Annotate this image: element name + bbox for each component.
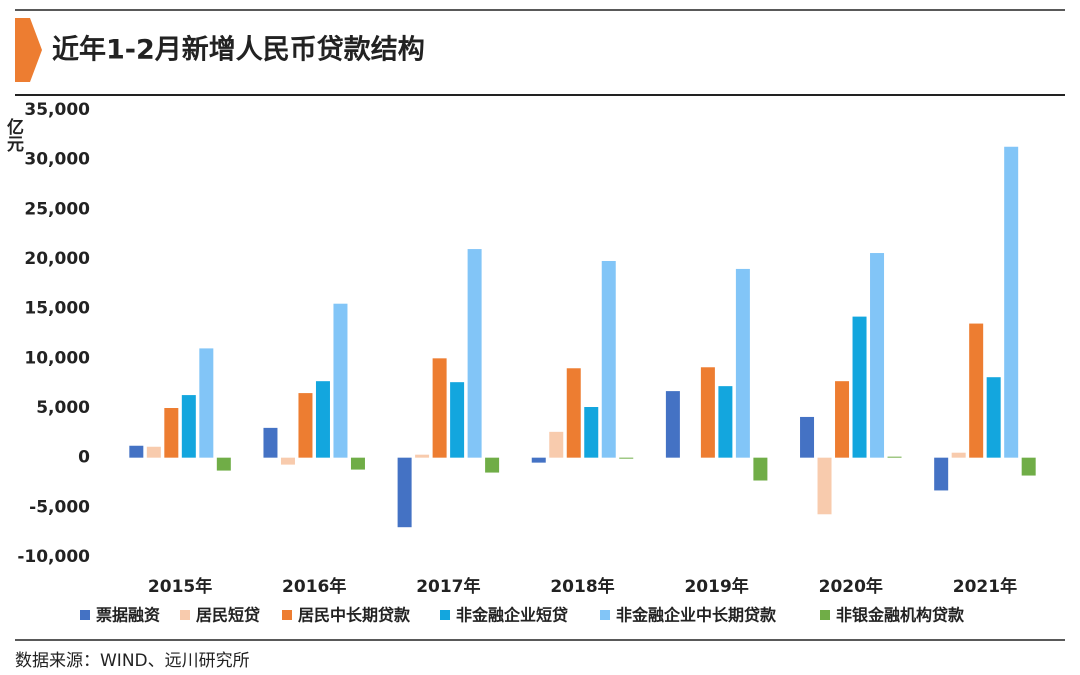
y-tick-label: 15,000 — [24, 299, 90, 319]
y-tick-label: 10,000 — [24, 348, 90, 368]
y-axis-label: 亿元 — [3, 117, 24, 152]
bar — [584, 407, 599, 458]
bar — [146, 446, 161, 458]
title-marker — [15, 18, 42, 82]
legend-label: 非金融企业中长期贷款 — [616, 606, 777, 625]
x-tick-label: 2015年 — [148, 576, 212, 597]
legend-label: 居民短贷 — [196, 606, 260, 625]
bar — [298, 393, 313, 458]
y-tick-label: -10,000 — [17, 547, 90, 567]
bar — [601, 260, 616, 458]
bar — [263, 427, 278, 458]
bar — [566, 368, 581, 458]
bar — [531, 457, 546, 463]
y-tick-label: 35,000 — [24, 100, 90, 120]
legend-label: 非银金融机构贷款 — [836, 606, 965, 625]
bar — [665, 391, 680, 458]
x-tick-label: 2020年 — [819, 576, 883, 597]
bar — [619, 457, 634, 459]
legend-label: 居民中长期贷款 — [298, 606, 411, 625]
bar — [181, 395, 196, 458]
legend-swatch — [820, 610, 830, 620]
bar — [718, 386, 733, 458]
y-tick-label: 5,000 — [36, 398, 90, 418]
y-tick-label: 25,000 — [24, 199, 90, 219]
bar — [986, 377, 1001, 458]
bar — [852, 316, 867, 458]
bar — [315, 381, 330, 458]
bar — [817, 457, 832, 515]
bar — [415, 454, 430, 458]
bar — [951, 452, 966, 458]
bar — [485, 457, 500, 473]
source-note: 数据来源：WIND、远川研究所 — [15, 651, 250, 671]
y-tick-label: 0 — [78, 448, 90, 468]
legend-swatch — [440, 610, 450, 620]
y-tick-label: -5,000 — [29, 497, 90, 517]
legend-swatch — [282, 610, 292, 620]
legend-label: 非金融企业短贷 — [456, 606, 568, 625]
bar — [432, 358, 447, 458]
bar — [934, 457, 949, 491]
bar — [969, 323, 984, 458]
bar — [1004, 146, 1019, 458]
bar — [835, 381, 850, 458]
bar — [467, 249, 482, 458]
bar — [397, 457, 412, 528]
bar — [1021, 457, 1036, 476]
bar — [350, 457, 365, 470]
bar — [199, 348, 214, 458]
x-tick-label: 2016年 — [282, 576, 346, 597]
bar — [800, 416, 815, 458]
bar — [164, 408, 179, 458]
legend-label: 票据融资 — [96, 606, 160, 625]
x-tick-label: 2018年 — [550, 576, 614, 597]
bar — [549, 431, 564, 458]
legend-swatch — [600, 610, 610, 620]
bar — [333, 303, 348, 458]
legend-swatch — [80, 610, 90, 620]
x-tick-label: 2021年 — [953, 576, 1017, 597]
y-tick-label: 20,000 — [24, 249, 90, 269]
bar — [887, 456, 902, 458]
x-tick-label: 2017年 — [416, 576, 480, 597]
bar — [216, 457, 231, 471]
bar — [735, 268, 750, 458]
bar — [700, 367, 715, 458]
legend-swatch — [180, 610, 190, 620]
y-tick-label: 30,000 — [24, 150, 90, 170]
chart-title: 近年1-2月新增人民币贷款结构 — [52, 34, 425, 66]
bar — [753, 457, 768, 481]
x-tick-label: 2019年 — [684, 576, 748, 597]
bar — [129, 445, 144, 458]
bar — [870, 253, 885, 458]
bar — [280, 457, 295, 465]
bar — [450, 382, 465, 458]
